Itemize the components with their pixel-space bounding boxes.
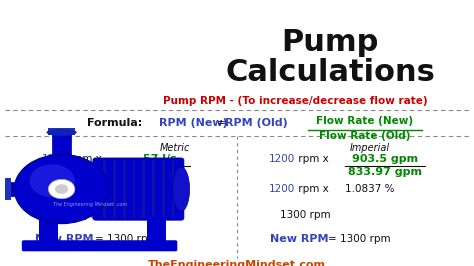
Circle shape <box>14 155 109 224</box>
Text: rpm x: rpm x <box>68 154 102 164</box>
Text: The Engineering Mindset .com: The Engineering Mindset .com <box>53 202 127 207</box>
Text: Metric: Metric <box>160 143 190 153</box>
Bar <box>133 160 136 218</box>
Ellipse shape <box>46 129 77 136</box>
Text: rpm x: rpm x <box>295 154 329 164</box>
Circle shape <box>48 179 75 199</box>
Text: 1300 rpm: 1300 rpm <box>280 210 331 220</box>
Text: Flow Rate (Old): Flow Rate (Old) <box>319 131 411 141</box>
Text: 52.6 l/s: 52.6 l/s <box>137 167 183 177</box>
Text: TheEngineeringMindset.com: TheEngineeringMindset.com <box>148 260 326 266</box>
Text: Imperial: Imperial <box>350 143 390 153</box>
Text: rpm x: rpm x <box>68 184 102 194</box>
Text: 903.5 gpm: 903.5 gpm <box>352 154 418 164</box>
Bar <box>103 160 106 218</box>
Text: = 1300 rpm: = 1300 rpm <box>95 234 158 244</box>
Text: rpm x: rpm x <box>295 184 329 194</box>
Text: 1.0837 %: 1.0837 % <box>345 184 394 194</box>
Text: 1300 rpm: 1300 rpm <box>50 210 100 220</box>
Text: Flow Rate (New): Flow Rate (New) <box>317 116 413 126</box>
Text: Pump RPM - (To increase/decrease flow rate): Pump RPM - (To increase/decrease flow ra… <box>163 96 428 106</box>
Text: = 1300 rpm: = 1300 rpm <box>328 234 391 244</box>
Bar <box>113 160 116 218</box>
Bar <box>142 160 145 218</box>
FancyBboxPatch shape <box>22 240 177 251</box>
Text: 833.97 gpm: 833.97 gpm <box>348 167 422 177</box>
Text: 1200: 1200 <box>269 184 295 194</box>
Text: RPM (Old): RPM (Old) <box>225 118 287 128</box>
Text: New RPM: New RPM <box>270 234 328 244</box>
FancyBboxPatch shape <box>93 158 184 220</box>
Text: 57 l/s: 57 l/s <box>143 154 177 164</box>
Bar <box>48 128 75 135</box>
Circle shape <box>55 184 68 194</box>
Bar <box>152 160 155 218</box>
Ellipse shape <box>173 167 190 211</box>
Bar <box>123 160 126 218</box>
Circle shape <box>29 164 75 197</box>
Text: 1200: 1200 <box>42 154 68 164</box>
Bar <box>147 217 166 242</box>
Text: Calculations: Calculations <box>225 58 435 87</box>
Text: RPM (New): RPM (New) <box>159 118 228 128</box>
Text: New RPM: New RPM <box>35 234 93 244</box>
Bar <box>162 160 164 218</box>
Bar <box>39 217 58 242</box>
Text: 1200: 1200 <box>269 154 295 164</box>
Bar <box>5 178 11 200</box>
Text: Formula:: Formula: <box>87 118 143 128</box>
Text: 1200: 1200 <box>42 184 68 194</box>
Bar <box>52 132 71 157</box>
Text: =: = <box>217 118 227 128</box>
Bar <box>7 182 26 196</box>
Bar <box>84 181 98 197</box>
Text: 1.0837 %: 1.0837 % <box>120 184 170 194</box>
Bar <box>172 160 174 218</box>
Text: Pump: Pump <box>281 28 379 57</box>
